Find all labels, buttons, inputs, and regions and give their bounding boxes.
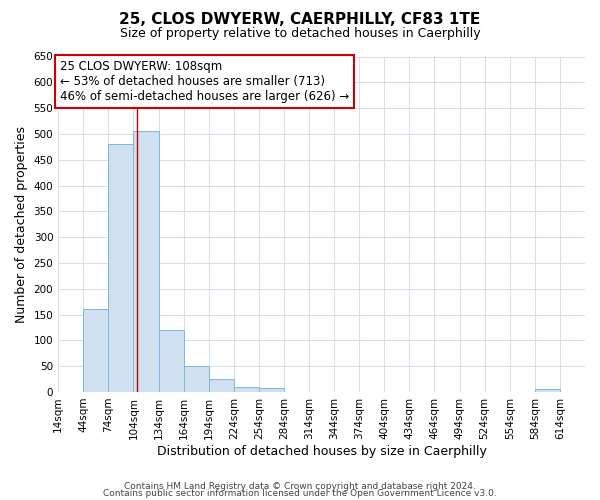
Text: 25, CLOS DWYERW, CAERPHILLY, CF83 1TE: 25, CLOS DWYERW, CAERPHILLY, CF83 1TE xyxy=(119,12,481,28)
Bar xyxy=(535,390,560,392)
Bar xyxy=(234,387,259,392)
Bar xyxy=(184,366,209,392)
Text: Contains HM Land Registry data © Crown copyright and database right 2024.: Contains HM Land Registry data © Crown c… xyxy=(124,482,476,491)
Bar xyxy=(133,132,158,392)
Y-axis label: Number of detached properties: Number of detached properties xyxy=(15,126,28,322)
Bar xyxy=(83,310,109,392)
Bar xyxy=(209,379,234,392)
Text: 25 CLOS DWYERW: 108sqm
← 53% of detached houses are smaller (713)
46% of semi-de: 25 CLOS DWYERW: 108sqm ← 53% of detached… xyxy=(60,60,349,103)
Text: Size of property relative to detached houses in Caerphilly: Size of property relative to detached ho… xyxy=(119,28,481,40)
Text: Contains public sector information licensed under the Open Government Licence v3: Contains public sector information licen… xyxy=(103,489,497,498)
Bar xyxy=(109,144,133,392)
X-axis label: Distribution of detached houses by size in Caerphilly: Distribution of detached houses by size … xyxy=(157,444,487,458)
Bar xyxy=(158,330,184,392)
Bar xyxy=(259,388,284,392)
